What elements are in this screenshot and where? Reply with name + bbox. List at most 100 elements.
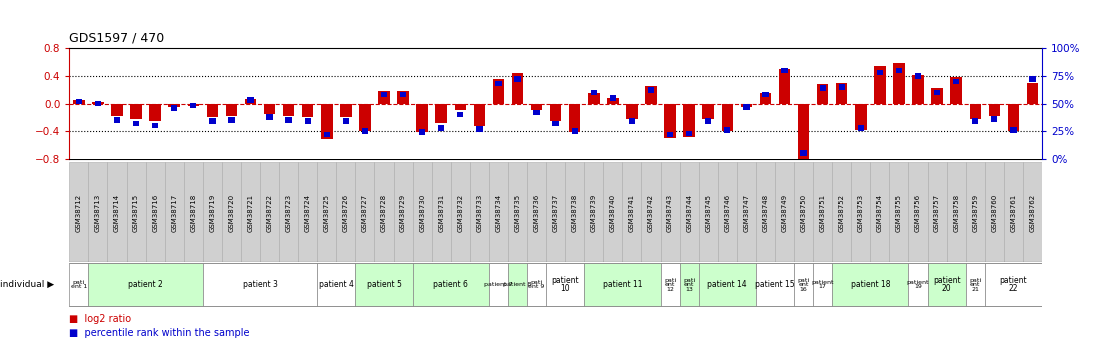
Text: GSM38759: GSM38759 [973, 194, 978, 231]
Text: GSM38735: GSM38735 [514, 194, 521, 231]
Bar [302, 104, 313, 117]
Bar [508, 263, 527, 306]
Bar [133, 121, 140, 126]
Bar [912, 75, 923, 104]
Text: GSM38722: GSM38722 [266, 194, 273, 231]
Text: GSM38734: GSM38734 [495, 194, 502, 231]
Text: GSM38758: GSM38758 [954, 194, 959, 231]
Bar [152, 123, 159, 128]
Bar [359, 104, 371, 131]
Bar [164, 162, 183, 262]
Bar [190, 103, 197, 108]
Text: GSM38741: GSM38741 [629, 194, 635, 231]
Bar [394, 162, 413, 262]
Bar [585, 263, 661, 306]
Bar [794, 263, 813, 306]
Bar [794, 162, 813, 262]
Text: GSM38756: GSM38756 [915, 194, 921, 231]
Bar [779, 69, 790, 104]
Bar [724, 127, 730, 133]
Text: patient 14: patient 14 [708, 280, 747, 289]
Bar [95, 101, 101, 106]
Text: GSM38723: GSM38723 [285, 194, 292, 231]
Bar [909, 263, 928, 306]
Bar [88, 162, 107, 262]
Text: patient
22: patient 22 [999, 276, 1027, 293]
Text: GSM38738: GSM38738 [571, 194, 578, 231]
Text: pati
ent 1: pati ent 1 [70, 280, 87, 289]
Text: GSM38737: GSM38737 [552, 194, 559, 231]
Bar [356, 263, 413, 306]
Bar [566, 162, 585, 262]
Bar [702, 104, 714, 119]
Text: patient
10: patient 10 [551, 276, 579, 293]
Text: GSM38747: GSM38747 [743, 194, 749, 231]
Bar [107, 162, 126, 262]
Bar [552, 121, 559, 126]
Text: GSM38730: GSM38730 [419, 194, 425, 231]
Bar [299, 162, 318, 262]
Text: GSM38745: GSM38745 [705, 194, 711, 231]
Text: GSM38760: GSM38760 [992, 194, 997, 231]
Bar [817, 84, 828, 103]
Bar [126, 162, 145, 262]
Bar [604, 162, 623, 262]
Text: GSM38754: GSM38754 [877, 194, 883, 231]
Bar [667, 132, 673, 137]
Bar [836, 83, 847, 104]
Bar [171, 105, 178, 111]
Text: GSM38712: GSM38712 [76, 194, 82, 231]
Text: patient
17: patient 17 [812, 280, 834, 289]
Text: patient
19: patient 19 [907, 280, 929, 289]
Bar [623, 162, 642, 262]
Bar [202, 263, 318, 306]
Text: GSM38755: GSM38755 [896, 194, 902, 231]
Bar [985, 162, 1004, 262]
Text: GSM38716: GSM38716 [152, 194, 158, 231]
Text: GSM38720: GSM38720 [228, 194, 235, 231]
Text: patient 11: patient 11 [603, 280, 642, 289]
Text: GSM38713: GSM38713 [95, 194, 101, 231]
Text: patient 8: patient 8 [503, 282, 532, 287]
Bar [645, 86, 656, 104]
Bar [718, 162, 737, 262]
Bar [495, 81, 502, 86]
Text: GSM38748: GSM38748 [762, 194, 768, 231]
Bar [375, 162, 394, 262]
Bar [1004, 162, 1023, 262]
Text: GSM38761: GSM38761 [1011, 194, 1016, 231]
Bar [245, 99, 256, 104]
Bar [756, 162, 775, 262]
Text: GSM38736: GSM38736 [533, 194, 540, 231]
Text: GSM38762: GSM38762 [1030, 194, 1035, 231]
Bar [588, 93, 599, 104]
Text: GSM38717: GSM38717 [171, 194, 178, 231]
Bar [969, 104, 980, 119]
Text: GSM38721: GSM38721 [247, 194, 254, 231]
Bar [318, 162, 337, 262]
Bar [813, 263, 832, 306]
Bar [112, 104, 123, 116]
Bar [202, 162, 221, 262]
Text: individual ▶: individual ▶ [0, 280, 54, 289]
Bar [626, 104, 637, 119]
Bar [781, 68, 788, 73]
Text: GSM38743: GSM38743 [667, 194, 673, 231]
Bar [183, 162, 202, 262]
Bar [457, 112, 464, 117]
Bar [207, 104, 218, 117]
Bar [950, 77, 961, 104]
Bar [966, 162, 985, 262]
Bar [571, 128, 578, 134]
Bar [343, 118, 349, 124]
Bar [476, 126, 483, 132]
Bar [378, 91, 390, 103]
Bar [775, 162, 794, 262]
Bar [953, 79, 959, 84]
Bar [890, 162, 909, 262]
Text: GSM38718: GSM38718 [190, 194, 197, 231]
Bar [877, 70, 883, 75]
Bar [931, 88, 942, 104]
Text: GSM38750: GSM38750 [800, 194, 806, 231]
Bar [737, 162, 756, 262]
